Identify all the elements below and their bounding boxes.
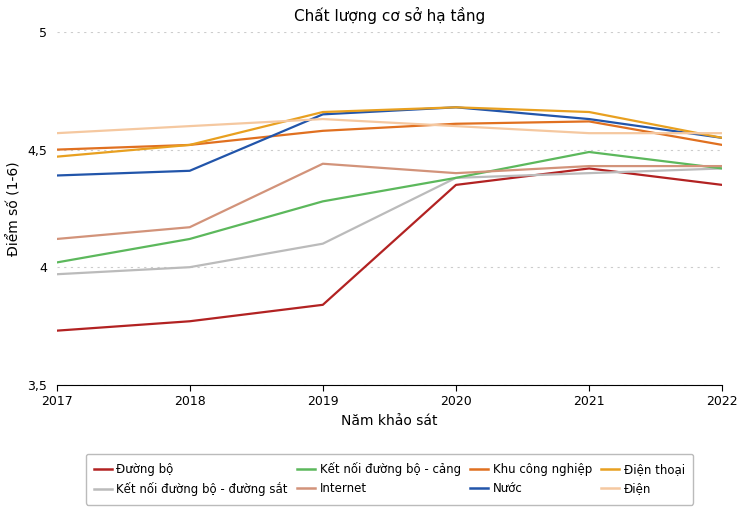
Legend: Đường bộ, Kết nối đường bộ - đường sắt, Kết nối đường bộ - cảng, Internet, Khu c: Đường bộ, Kết nối đường bộ - đường sắt, … [86,454,693,505]
Title: Chất lượng cơ sở hạ tầng: Chất lượng cơ sở hạ tầng [294,7,485,24]
X-axis label: Năm khảo sát: Năm khảo sát [341,413,437,428]
Y-axis label: Điểm số (1-6): Điểm số (1-6) [7,161,22,255]
